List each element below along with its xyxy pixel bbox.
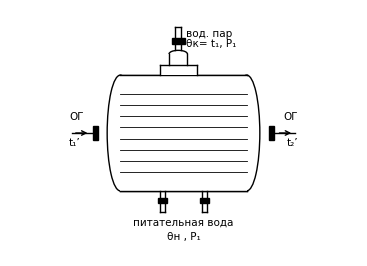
Ellipse shape (107, 75, 134, 191)
Bar (169, 54, 188, 65)
Text: ОГ: ОГ (69, 113, 84, 122)
Text: вод. пар: вод. пар (186, 29, 233, 39)
Text: t₂’: t₂’ (286, 138, 298, 148)
Polygon shape (269, 126, 274, 140)
Polygon shape (172, 38, 185, 44)
Ellipse shape (233, 75, 260, 191)
Text: θк= t₁, P₁: θк= t₁, P₁ (186, 39, 237, 48)
Bar (120, 75, 247, 191)
Polygon shape (158, 198, 167, 203)
Text: θн , P₁: θн , P₁ (167, 232, 200, 242)
Polygon shape (93, 126, 98, 140)
Bar (160, 65, 197, 75)
Text: ОГ: ОГ (283, 113, 298, 122)
Text: t₁’: t₁’ (69, 138, 81, 148)
Polygon shape (200, 198, 209, 203)
Text: питательная вода: питательная вода (133, 217, 234, 227)
Bar (120, 75, 247, 191)
